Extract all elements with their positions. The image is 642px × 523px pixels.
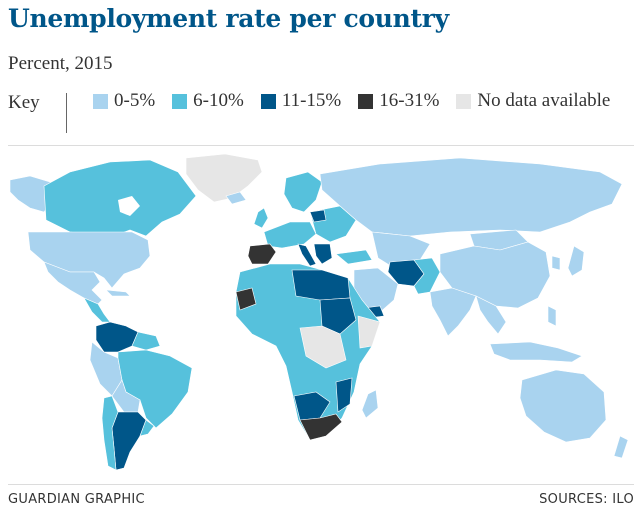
- region-madagascar: [361, 389, 379, 419]
- region-argentina: [111, 411, 147, 471]
- region-mexico: [43, 261, 103, 305]
- region-korea: [551, 255, 561, 271]
- legend-label-16-31: 16-31%: [379, 90, 440, 111]
- region-iberia: [247, 243, 277, 265]
- legend-label-0-5: 0-5%: [114, 90, 156, 111]
- region-indonesia: [489, 341, 583, 363]
- legend-swatch-no-data: [456, 93, 472, 109]
- page-title: Unemployment rate per country: [8, 4, 449, 33]
- subtitle: Percent, 2015: [8, 53, 113, 74]
- key-divider: [66, 93, 67, 133]
- sources-text: SOURCES: ILO: [539, 492, 634, 507]
- legend-swatch-0-5: [93, 93, 108, 109]
- region-alaska: [9, 175, 55, 213]
- region-south-africa: [299, 413, 343, 441]
- region-russia: [319, 157, 623, 237]
- region-poland: [309, 209, 327, 223]
- region-somalia: [357, 315, 381, 349]
- legend-item-0-5: 0-5%: [93, 90, 155, 112]
- legend: 0-5% 6-10% 11-15% 16-31% No data availab…: [93, 90, 627, 112]
- region-north-africa: [291, 269, 351, 301]
- region-iceland: [225, 191, 247, 205]
- region-scandinavia: [283, 171, 323, 213]
- legend-label-11-15: 11-15%: [281, 90, 342, 111]
- region-afghanistan-pakistan: [413, 257, 441, 295]
- region-uk: [253, 207, 269, 229]
- legend-label-6-10: 6-10%: [193, 90, 244, 111]
- region-balkans: [313, 243, 333, 265]
- legend-swatch-6-10: [172, 93, 188, 109]
- region-central-africa: [299, 325, 347, 369]
- region-hudson-bay: [118, 196, 140, 216]
- key-label: Key: [8, 92, 40, 113]
- region-sudan: [319, 297, 357, 335]
- region-turkey: [335, 249, 373, 265]
- region-cuba: [105, 289, 131, 297]
- region-guianas: [131, 331, 161, 351]
- legend-item-no-data: No data available: [456, 90, 610, 112]
- region-greenland: [185, 153, 263, 203]
- region-western-europe: [263, 221, 317, 249]
- legend-label-no-data: No data available: [477, 90, 611, 111]
- region-se-asia: [475, 295, 507, 335]
- region-australia: [519, 369, 607, 443]
- region-canada: [43, 159, 197, 237]
- region-italy: [297, 243, 317, 267]
- region-new-zealand: [613, 435, 629, 459]
- legend-swatch-16-31: [358, 93, 374, 109]
- region-western-sahara: [235, 287, 257, 311]
- region-mozambique: [335, 377, 353, 413]
- legend-item-16-31: 16-31%: [358, 90, 439, 112]
- region-namibia-botswana: [293, 391, 331, 421]
- legend-item-11-15: 11-15%: [260, 90, 342, 112]
- credit-text: GUARDIAN GRAPHIC: [8, 492, 145, 507]
- legend-swatch-11-15: [260, 93, 276, 109]
- world-map: [9, 153, 629, 471]
- region-venezuela-colombia: [95, 321, 139, 353]
- region-philippines: [547, 305, 557, 327]
- top-rule: [8, 145, 634, 146]
- region-japan: [567, 245, 585, 277]
- bottom-rule: [8, 484, 634, 485]
- region-chile: [101, 395, 119, 471]
- legend-item-6-10: 6-10%: [172, 90, 244, 112]
- region-uruguay: [139, 419, 155, 437]
- region-india: [429, 287, 477, 337]
